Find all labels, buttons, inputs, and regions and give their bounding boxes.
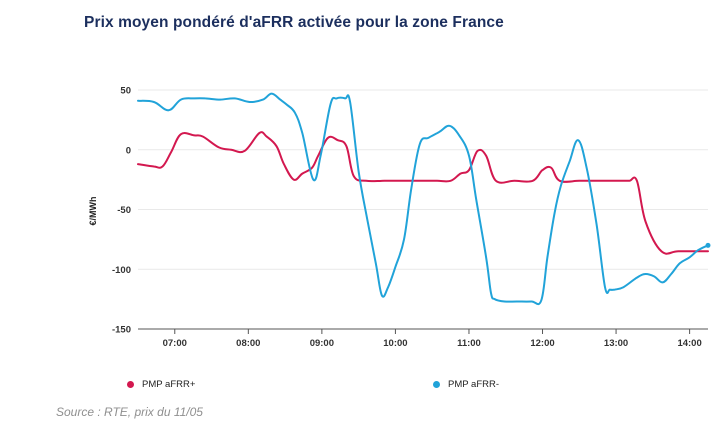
legend-dot-minus — [433, 381, 440, 388]
series-line-afrr-plus — [137, 131, 709, 255]
series-line-afrr-minus — [137, 92, 709, 306]
x-tick-label: 08:00 — [236, 338, 260, 349]
legend-label-plus: PMP aFRR+ — [142, 379, 196, 390]
series-end-point — [705, 242, 711, 248]
legend-label-minus: PMP aFRR- — [448, 379, 500, 390]
legend-item-minus: PMP aFRR- — [433, 379, 499, 390]
x-tick-label: 09:00 — [310, 338, 334, 349]
y-tick-label: -50 — [117, 205, 131, 216]
x-tick-label: 07:00 — [163, 338, 187, 349]
y-tick-label: -150 — [112, 325, 131, 336]
y-tick-label: 50 — [120, 86, 131, 97]
y-tick-label: 0 — [126, 145, 131, 156]
y-tick-label: -100 — [112, 265, 131, 276]
gridlines — [138, 89, 708, 330]
x-axis-ticks: 07:00 08:00 09:00 10:00 11:00 12:00 13:00 14:00 — [163, 329, 702, 349]
chart-title: Prix moyen pondéré d'aFRR activée pour l… — [84, 14, 504, 31]
x-tick-label: 10:00 — [383, 338, 407, 349]
legend-item-plus: PMP aFRR+ — [127, 379, 195, 390]
x-tick-label: 14:00 — [677, 338, 701, 349]
y-axis-label: €/MWh — [88, 197, 98, 226]
x-tick-label: 11:00 — [457, 338, 481, 349]
source-note: Source : RTE, prix du 11/05 — [56, 405, 203, 419]
y-axis-ticks: 50 0 -50 -100 -150 — [112, 86, 131, 336]
series-lines — [137, 92, 711, 306]
legend-dot-plus — [127, 381, 134, 388]
x-tick-label: 12:00 — [530, 338, 554, 349]
x-tick-label: 13:00 — [604, 338, 628, 349]
